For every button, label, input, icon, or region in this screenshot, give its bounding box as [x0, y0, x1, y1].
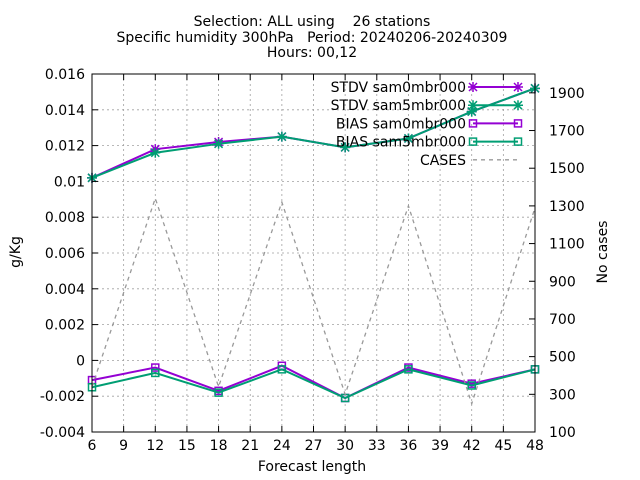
series-layer	[87, 83, 540, 406]
y2-tick-label: 900	[549, 274, 576, 290]
data-point	[340, 142, 351, 153]
data-point	[403, 133, 414, 144]
data-point	[151, 368, 160, 378]
x-tick-label: 24	[273, 438, 291, 454]
title-line-1: Selection: ALL using 26 stations	[194, 14, 431, 30]
legend-marker	[513, 82, 523, 92]
series-stdv-sam5mbr000	[87, 83, 540, 183]
x-tick-label: 42	[463, 438, 481, 454]
y2-tick-label: 1100	[549, 237, 585, 253]
x-tick-label: 33	[368, 438, 386, 454]
legend-label: STDV sam0mbr000	[331, 80, 466, 96]
x-tick-label: 36	[400, 438, 418, 454]
y2-tick-label: 300	[549, 387, 576, 403]
y2-tick-label: 1300	[549, 199, 585, 215]
title-line-2: Specific humidity 300hPa Period: 2024020…	[117, 30, 508, 46]
x-tick-label: 21	[241, 438, 259, 454]
legend-label: BIAS sam0mbr000	[336, 116, 466, 132]
legend-marker	[513, 100, 523, 111]
data-point	[277, 365, 287, 374]
legend-marker	[468, 100, 478, 111]
y-tick-label: 0.016	[45, 67, 85, 83]
y-tick-label: 0.002	[45, 318, 85, 334]
x-tick-label: 12	[146, 438, 164, 454]
y-tick-label: 0.004	[45, 282, 85, 298]
data-point	[404, 365, 413, 374]
x-tick-label: 9	[119, 438, 128, 454]
series-stdv-sam0mbr000	[87, 83, 540, 183]
x-tick-label: 27	[305, 438, 323, 454]
data-point	[150, 147, 161, 158]
legend: STDV sam0mbr000 STDV sam5mbr000 BIAS sam0m…	[331, 80, 523, 169]
legend-label: STDV sam5mbr000	[331, 98, 466, 114]
y-tick-label: 0.008	[45, 210, 85, 226]
legend-marker	[513, 137, 523, 146]
legend-marker	[468, 119, 478, 128]
y2-tick-label: 1700	[549, 124, 585, 140]
y-tick-label: -0.002	[40, 389, 85, 405]
y-tick-label: 0.006	[45, 246, 85, 262]
ticks: 6 9 12 15 18 21 24 27 30 33 36 39 42 45 48 -0.004 -0.002…	[40, 67, 585, 454]
data-point	[276, 131, 287, 142]
legend-label: CASES	[420, 153, 466, 169]
y2-axis-label: No cases	[595, 221, 611, 284]
y2-tick-label: 700	[549, 312, 576, 328]
x-tick-label: 18	[210, 438, 228, 454]
data-point	[151, 363, 160, 372]
y2-tick-label: 1900	[549, 86, 585, 102]
grid	[91, 73, 536, 433]
y-tick-label: 0	[76, 353, 85, 369]
legend-marker	[468, 137, 478, 146]
y-tick-label: 0.01	[54, 174, 85, 190]
y2-tick-label: 1500	[549, 161, 585, 177]
title-line-3: Hours: 00,12	[267, 45, 357, 61]
x-tick-label: 30	[336, 438, 354, 454]
x-tick-label: 6	[88, 438, 97, 454]
series-line	[91, 87, 536, 179]
y2-tick-label: 500	[549, 350, 576, 366]
x-axis-label: Forecast length	[258, 459, 366, 475]
data-point	[213, 138, 224, 149]
data-point	[466, 106, 477, 117]
y-tick-label: 0.012	[45, 139, 85, 155]
x-tick-label: 39	[431, 438, 449, 454]
x-tick-label: 45	[494, 438, 512, 454]
legend-marker	[513, 119, 523, 128]
y-tick-label: -0.004	[40, 425, 85, 441]
x-tick-label: 15	[178, 438, 196, 454]
legend-label: BIAS sam5mbr000	[336, 135, 466, 151]
y-axis-label: g/Kg	[8, 236, 24, 268]
series-line	[91, 364, 536, 400]
series-line	[91, 368, 536, 400]
data-point	[214, 388, 223, 397]
data-point	[467, 381, 476, 390]
x-tick-label: 48	[526, 438, 544, 454]
legend-marker	[468, 82, 478, 92]
y-tick-label: 0.014	[45, 103, 85, 119]
y2-tick-label: 100	[549, 425, 576, 441]
